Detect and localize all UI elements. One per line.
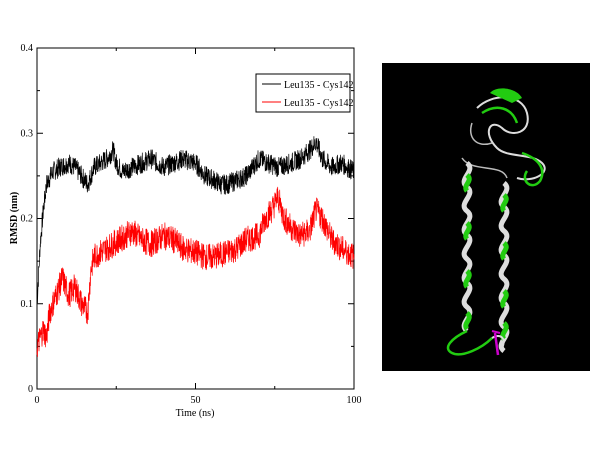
series-group xyxy=(36,136,355,357)
legend-box xyxy=(255,73,351,113)
axis-ticks: 0 0.1 0.2 0.3 0.4 0 50 100 xyxy=(21,43,362,406)
y-tick-label: 0.3 xyxy=(21,128,34,139)
y-tick-label: 0.1 xyxy=(21,299,34,310)
legend-label-series-2: Leu135 - Cys142 xyxy=(284,98,353,109)
protein-structure-image xyxy=(382,63,590,371)
legend: Leu135 - Cys142 Leu135 - Cys142 xyxy=(255,73,353,113)
y-tick-label: 0.2 xyxy=(21,214,34,225)
y-tick-label: 0 xyxy=(28,384,33,395)
x-tick-label: 0 xyxy=(35,395,40,406)
legend-label-series-1: Leu135 - Cys142 xyxy=(284,80,353,91)
series-line-1 xyxy=(36,136,355,304)
y-tick-label: 0.4 xyxy=(21,43,34,54)
y-axis-label: RMSD (nm) xyxy=(9,192,20,245)
x-tick-label: 50 xyxy=(191,395,201,406)
protein-ribbon-drawing xyxy=(446,88,546,356)
series-line-2 xyxy=(36,186,355,357)
x-tick-label: 100 xyxy=(347,395,362,406)
x-axis-label: Time (ns) xyxy=(176,408,215,419)
